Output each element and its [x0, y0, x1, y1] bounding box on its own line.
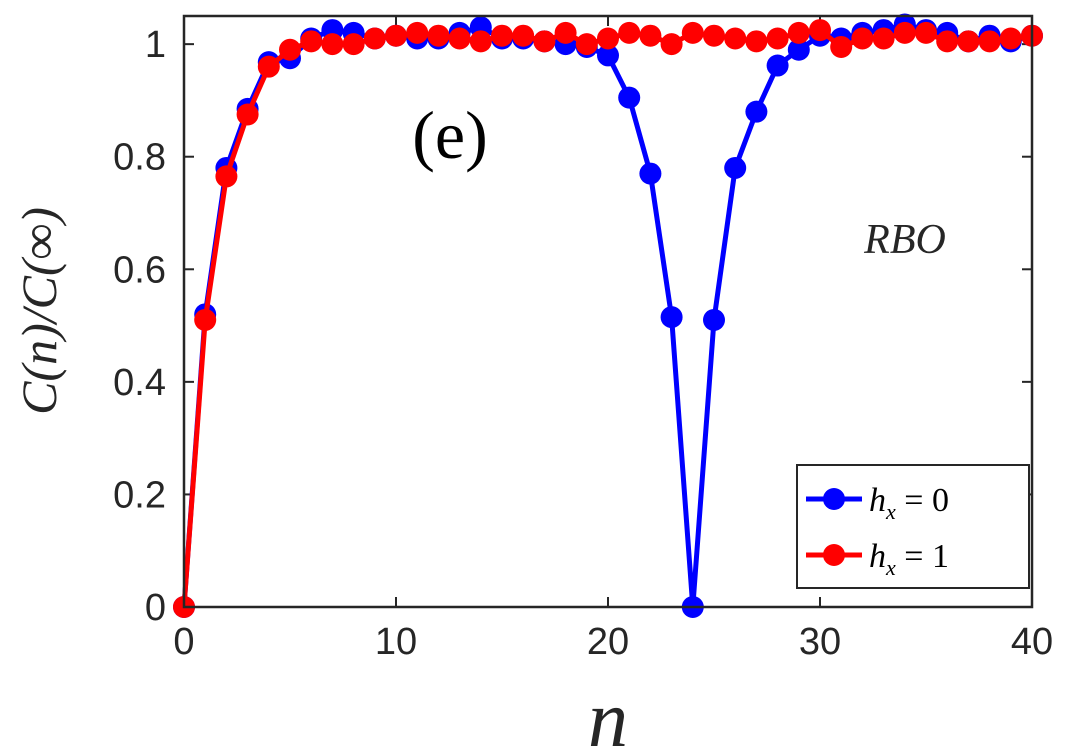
y-tick-label: 0.4	[113, 362, 166, 404]
series-1-point	[385, 24, 407, 47]
legend-box	[796, 464, 1030, 589]
legend-label-hx0: hx = 0	[869, 482, 949, 524]
series-0-point	[639, 162, 662, 185]
legend-marker-hx0	[823, 488, 845, 510]
series-1-point	[597, 27, 619, 50]
series-1-point	[279, 38, 301, 61]
series-1-point	[872, 27, 895, 50]
x-axis-label: n	[588, 676, 628, 756]
x-tick-label: 30	[799, 621, 841, 663]
legend-marker-hx1	[823, 544, 845, 566]
series-1-point	[703, 24, 725, 47]
series-0-point	[745, 100, 768, 123]
series-0-point	[766, 54, 789, 77]
series-1-point	[215, 165, 238, 188]
series-1-point	[978, 30, 1001, 53]
annotation-rbo: RBO	[863, 217, 946, 263]
series-1-point	[236, 103, 259, 126]
series-1-point	[533, 30, 556, 53]
y-tick-label: 0.6	[113, 249, 166, 291]
x-tick-label: 20	[587, 621, 629, 663]
series-1-point	[406, 21, 429, 44]
x-tick-label: 40	[1011, 621, 1053, 663]
series-1-point	[787, 21, 810, 44]
series-1-point	[363, 27, 386, 50]
y-tick-label: 0.2	[113, 474, 166, 516]
series-1	[173, 19, 1043, 618]
series-1-point	[724, 27, 747, 50]
series-1-point	[830, 35, 853, 58]
series-1-point	[639, 24, 662, 47]
y-tick-label: 0	[145, 587, 166, 629]
series-1-point	[999, 27, 1022, 50]
series-1-point	[491, 24, 513, 47]
series-1-point	[469, 30, 492, 53]
series-1-point	[512, 24, 535, 47]
series-1-point	[851, 27, 874, 50]
series-1-point	[957, 30, 980, 53]
legend: hx = 0 hx = 1	[796, 464, 1030, 589]
series-1-point	[893, 21, 916, 44]
series-1-point	[321, 33, 344, 56]
series-1-point	[448, 27, 471, 50]
axes-frame	[182, 14, 1034, 609]
series-layer	[173, 13, 1043, 618]
series-0-point	[660, 306, 683, 329]
series-0-point	[618, 86, 641, 109]
series-1-point	[194, 308, 217, 331]
series-0-point	[724, 156, 747, 179]
series-1-point	[342, 33, 365, 56]
series-1-point	[915, 21, 937, 44]
y-tick-label: 1	[145, 24, 166, 66]
x-tick-label: 10	[375, 621, 417, 663]
ticks-layer: 0 10 20 30 40 0 0.2 0.4 0.6 0.8 1	[113, 16, 1053, 663]
panel-label: (e)	[412, 97, 487, 173]
x-tick-label: 0	[173, 621, 194, 663]
series-1-point	[618, 21, 641, 44]
series-0-point	[597, 44, 619, 67]
series-1-point	[766, 27, 789, 50]
series-1-point	[681, 21, 704, 44]
series-1-point	[575, 33, 598, 56]
legend-label-hx1: hx = 1	[869, 538, 949, 580]
series-1-point	[300, 30, 323, 53]
series-1-point	[554, 21, 577, 44]
series-1-point	[257, 55, 280, 78]
series-1-point	[660, 33, 683, 56]
y-tick-label: 0.8	[113, 137, 166, 179]
series-1-point	[745, 30, 768, 53]
series-1-point	[427, 24, 450, 47]
series-1-point	[936, 30, 959, 53]
series-0-point	[787, 38, 810, 61]
series-1-point	[809, 19, 831, 42]
y-axis-label: C(n)/C(∞)	[11, 207, 67, 415]
series-0-point	[703, 308, 725, 331]
